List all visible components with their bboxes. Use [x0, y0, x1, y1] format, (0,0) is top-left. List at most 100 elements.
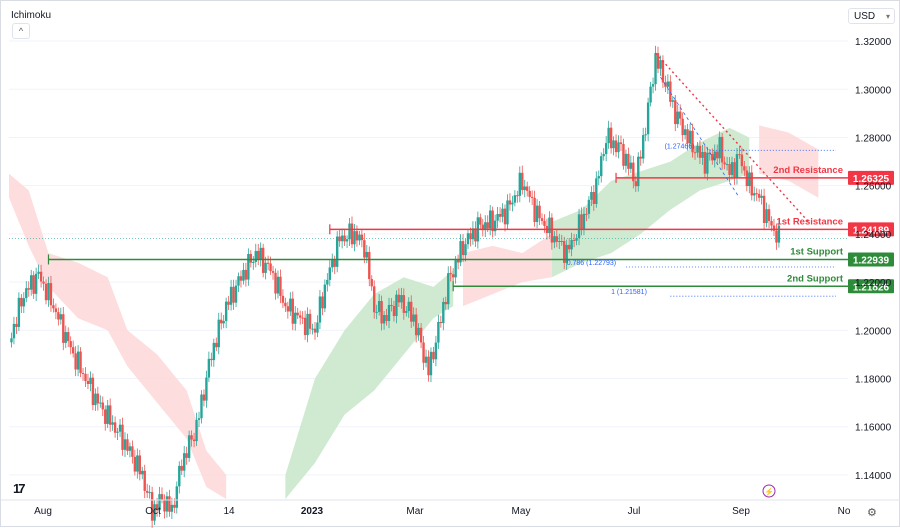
candle-body — [753, 193, 756, 196]
candle-body — [459, 241, 462, 263]
candle-body — [693, 152, 697, 154]
candle-body — [696, 145, 699, 153]
y-tick-label: 1.14000 — [855, 471, 892, 482]
candle-body — [286, 306, 290, 312]
candle-body — [708, 152, 712, 155]
candle-body — [145, 490, 149, 493]
candle-body — [728, 164, 731, 175]
candle-body — [79, 351, 82, 374]
candle-body — [400, 295, 403, 303]
candle-body — [259, 247, 262, 260]
candle-body — [733, 162, 736, 179]
candle-body — [461, 241, 465, 256]
candle-body — [469, 233, 472, 240]
y-tick-label: 1.16000 — [855, 423, 892, 434]
candle-body — [170, 504, 174, 512]
candle-body — [150, 492, 154, 521]
price-label: 1.21826 — [853, 282, 890, 293]
candle-body — [385, 315, 388, 321]
x-tick-label: Jul — [628, 506, 641, 517]
candle-body — [716, 151, 719, 159]
level-name: 1st Resistance — [776, 216, 843, 227]
candle-body — [397, 294, 401, 303]
candle-body — [434, 342, 438, 360]
candle-body — [720, 136, 724, 163]
gear-icon[interactable]: ⚙ — [867, 507, 877, 519]
candle-body — [20, 297, 23, 307]
candle-body — [222, 320, 225, 324]
flash-icon — [762, 484, 776, 498]
candle-body — [533, 197, 536, 222]
candle-body — [215, 342, 218, 348]
candle-body — [190, 435, 193, 440]
candle-body — [666, 81, 670, 87]
candle-body — [49, 283, 53, 306]
candle-body — [306, 313, 309, 336]
candle-body — [12, 323, 16, 339]
candle-body — [91, 377, 95, 406]
candle-body — [506, 200, 509, 225]
candle-body — [15, 323, 18, 327]
candle-body — [52, 305, 55, 309]
candle-body — [757, 193, 761, 198]
x-tick-label: May — [512, 506, 531, 517]
candle-body — [335, 236, 339, 267]
candle-body — [249, 253, 253, 263]
candle-body — [175, 486, 178, 508]
price-label-box — [848, 222, 894, 237]
candle-body — [575, 238, 578, 241]
candle-body — [597, 176, 600, 179]
candle-body — [750, 172, 753, 196]
collapse-icon[interactable]: ^ — [12, 23, 30, 39]
candle-body — [711, 154, 714, 161]
candle-body — [590, 191, 593, 200]
candle-body — [567, 244, 571, 250]
candle-body — [501, 208, 504, 217]
candle-body — [131, 446, 134, 457]
tradingview-logo[interactable]: 17 — [13, 481, 26, 496]
x-tick-label: 14 — [223, 506, 235, 517]
candle-body — [234, 285, 238, 303]
candle-body — [565, 244, 568, 263]
indicator-title[interactable]: Ichimoku — [11, 10, 52, 21]
candle-body — [244, 269, 248, 280]
candle-body — [563, 241, 566, 263]
candle-body — [30, 275, 33, 290]
candle-body — [237, 276, 240, 286]
price-label: 1.26325 — [853, 174, 890, 185]
currency-dropdown[interactable]: USD ▾ — [848, 8, 895, 24]
candle-body — [634, 181, 637, 187]
candle-body — [553, 236, 556, 243]
candle-body — [74, 353, 77, 370]
candle-body — [526, 186, 529, 191]
candle-body — [777, 225, 781, 243]
candle-body — [261, 247, 265, 273]
candle-body — [671, 100, 674, 102]
candle-body — [47, 283, 50, 301]
candle-body — [44, 283, 48, 301]
candle-body — [202, 394, 206, 401]
candle-body — [619, 142, 623, 144]
candle-body — [64, 332, 67, 343]
candle-body — [229, 286, 233, 305]
candle-body — [133, 456, 137, 472]
candle-body — [760, 195, 763, 198]
candle-body — [113, 422, 117, 433]
candle-body — [698, 145, 702, 158]
candle-body — [414, 314, 418, 336]
candle-body — [363, 240, 366, 258]
candle-body — [106, 405, 109, 424]
candle-body — [239, 276, 243, 281]
candle-body — [686, 129, 689, 144]
candle-body — [417, 327, 420, 336]
candle-body — [654, 53, 657, 85]
candle-body — [410, 301, 413, 322]
x-tick-label: Mar — [406, 506, 424, 517]
candle-body — [224, 301, 228, 321]
candle-body — [614, 140, 618, 153]
candle-body — [770, 221, 773, 226]
candle-body — [232, 286, 235, 303]
candle-body — [676, 111, 679, 125]
